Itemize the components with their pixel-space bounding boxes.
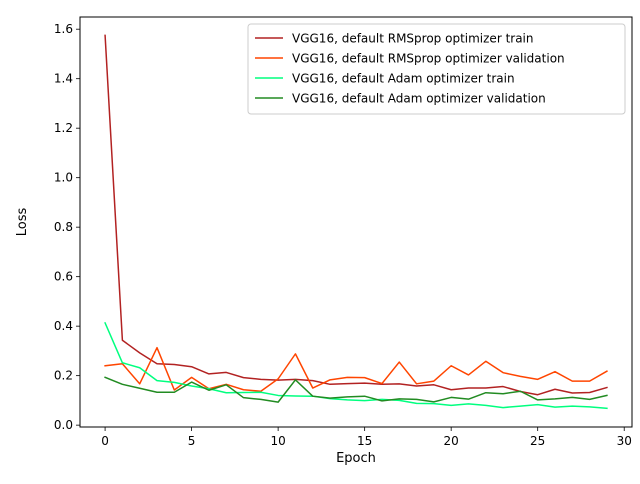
y-axis-ticks: 0.0 0.2 0.4 0.6 0.8 1.0 1.2 1.4 1.6 xyxy=(54,22,80,432)
y-tick-label: 0.2 xyxy=(54,369,73,383)
plot-frame xyxy=(79,16,633,428)
y-tick-label: 1.6 xyxy=(54,22,73,36)
y-tick-label: 0.4 xyxy=(54,319,73,333)
y-tick-label: 1.0 xyxy=(54,171,73,185)
y-tick-label: 1.4 xyxy=(54,72,73,86)
legend-label-1: VGG16, default RMSprop optimizer train xyxy=(292,32,534,46)
x-tick-label: 10 xyxy=(270,434,285,448)
y-tick-label: 0.8 xyxy=(54,220,73,234)
x-tick-label: 15 xyxy=(357,434,372,448)
y-tick-label: 0.6 xyxy=(54,270,73,284)
series-line-2 xyxy=(104,346,608,392)
x-axis-ticks: 0 5 10 15 20 25 30 xyxy=(101,427,632,448)
legend-label-3: VGG16, default Adam optimizer train xyxy=(292,72,515,86)
x-tick-label: 30 xyxy=(617,434,632,448)
series-line-3 xyxy=(104,321,608,410)
y-axis-label: Loss xyxy=(15,208,30,237)
x-tick-label: 25 xyxy=(530,434,545,448)
x-axis-label: Epoch xyxy=(336,451,376,466)
y-tick-label: 1.2 xyxy=(54,121,73,135)
legend-label-2: VGG16, default RMSprop optimizer validat… xyxy=(292,52,565,66)
series-line-4 xyxy=(104,376,608,403)
x-tick-label: 5 xyxy=(188,434,196,448)
y-tick-label: 0.0 xyxy=(54,418,73,432)
x-tick-label: 20 xyxy=(444,434,459,448)
legend-box xyxy=(247,23,626,115)
x-tick-label: 0 xyxy=(101,434,109,448)
series-layer xyxy=(104,34,608,410)
legend-label-4: VGG16, default Adam optimizer validation xyxy=(292,92,546,106)
legend-items: VGG16, default RMSprop optimizer train VG… xyxy=(255,32,565,106)
legend: VGG16, default RMSprop optimizer train VG… xyxy=(247,23,626,115)
